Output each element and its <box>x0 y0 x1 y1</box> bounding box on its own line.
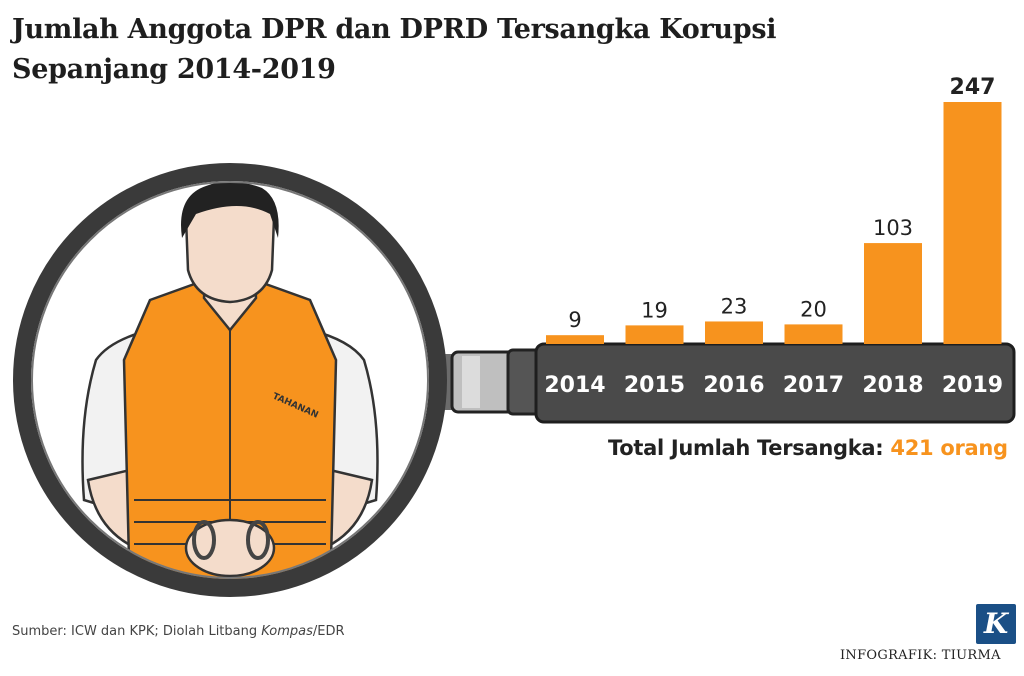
chart-title: Jumlah Anggota DPR dan DPRD Tersangka Ko… <box>12 14 777 85</box>
total-suspects: Total Jumlah Tersangka: 421 orang <box>608 436 1008 460</box>
tick-label-2017: 2017 <box>783 373 844 398</box>
tick-label-2015: 2015 <box>624 373 685 398</box>
tick-label-2019: 2019 <box>942 373 1003 398</box>
data-label-2015: 19 <box>641 298 668 322</box>
tick-label-2016: 2016 <box>703 373 764 398</box>
lens-rim <box>13 163 447 597</box>
bar-2014 <box>546 335 604 344</box>
suspect-figure: TAHANAN <box>81 181 379 588</box>
bar-2016 <box>705 321 763 344</box>
total-label: Total Jumlah Tersangka: <box>608 436 884 460</box>
source-italic: Kompas <box>261 624 313 639</box>
magnifier-handle <box>534 342 1016 424</box>
bar-2019 <box>943 102 1002 344</box>
bar-2018 <box>864 243 922 344</box>
bar-2017 <box>784 324 843 344</box>
data-label-2016: 23 <box>721 294 748 318</box>
source-note: Sumber: ICW dan KPK; Diolah Litbang Komp… <box>12 624 345 639</box>
total-value: 421 orang <box>890 436 1008 460</box>
magnifier-neck <box>418 348 546 416</box>
tick-label-2018: 2018 <box>862 373 923 398</box>
data-label-2018: 103 <box>873 216 913 240</box>
source-prefix: Sumber: ICW dan KPK; Diolah Litbang <box>12 624 262 639</box>
source-suffix: /EDR <box>312 624 345 639</box>
data-label-2019: 247 <box>950 75 996 100</box>
tick-label-2014: 2014 <box>544 373 605 398</box>
kompas-logo: K <box>976 604 1016 644</box>
bar-2015 <box>625 325 684 344</box>
data-label-2017: 20 <box>800 297 827 321</box>
data-label-2014: 9 <box>568 308 581 332</box>
infographic-credit: INFOGRAFIK: TIURMA <box>840 648 1001 663</box>
